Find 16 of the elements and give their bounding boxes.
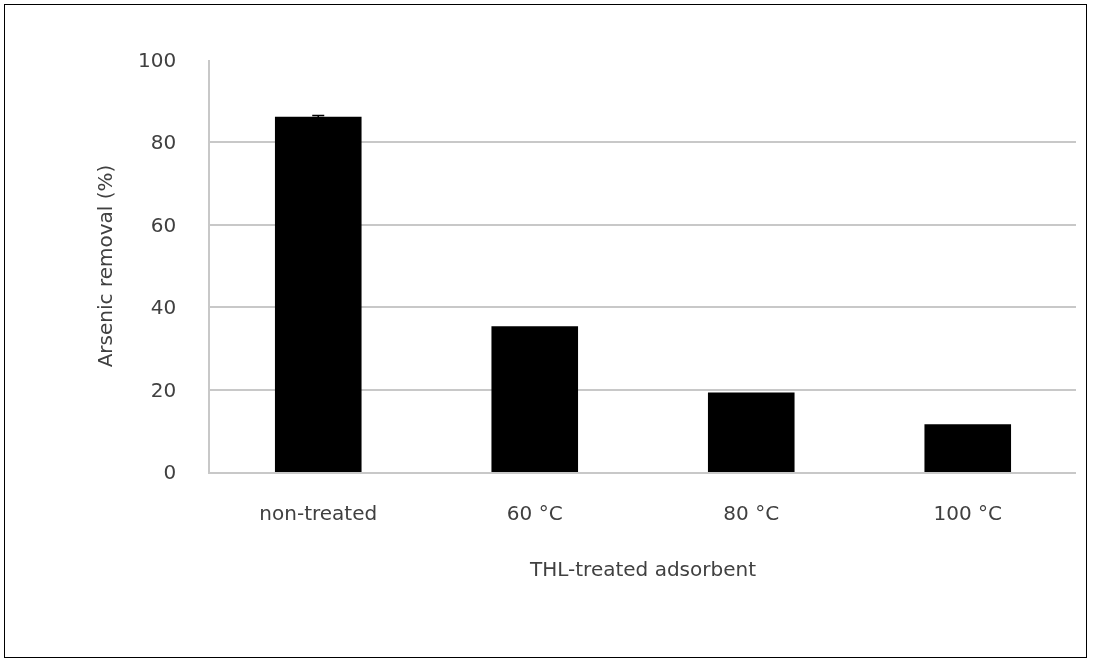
y-tick-label: 20 [150,377,177,402]
bar [707,392,795,472]
y-tick-label: 60 [150,212,177,237]
x-tick-label: non-treated [259,500,378,525]
bar [274,116,362,472]
y-tick-label: 0 [163,460,177,484]
bar [924,424,1012,472]
x-tick-label: 80 °C [723,500,780,525]
x-tick-label: 100 °C [933,500,1002,525]
y-tick-label: 40 [150,295,177,320]
y-axis-title: Arsenic removal (%) [93,164,118,368]
x-tick-label: 60 °C [506,500,563,525]
y-tick-label: 80 [150,130,177,155]
y-tick-label: 100 [138,48,177,72]
bar [491,326,579,472]
x-axis-title: THL-treated adsorbent [529,556,757,581]
